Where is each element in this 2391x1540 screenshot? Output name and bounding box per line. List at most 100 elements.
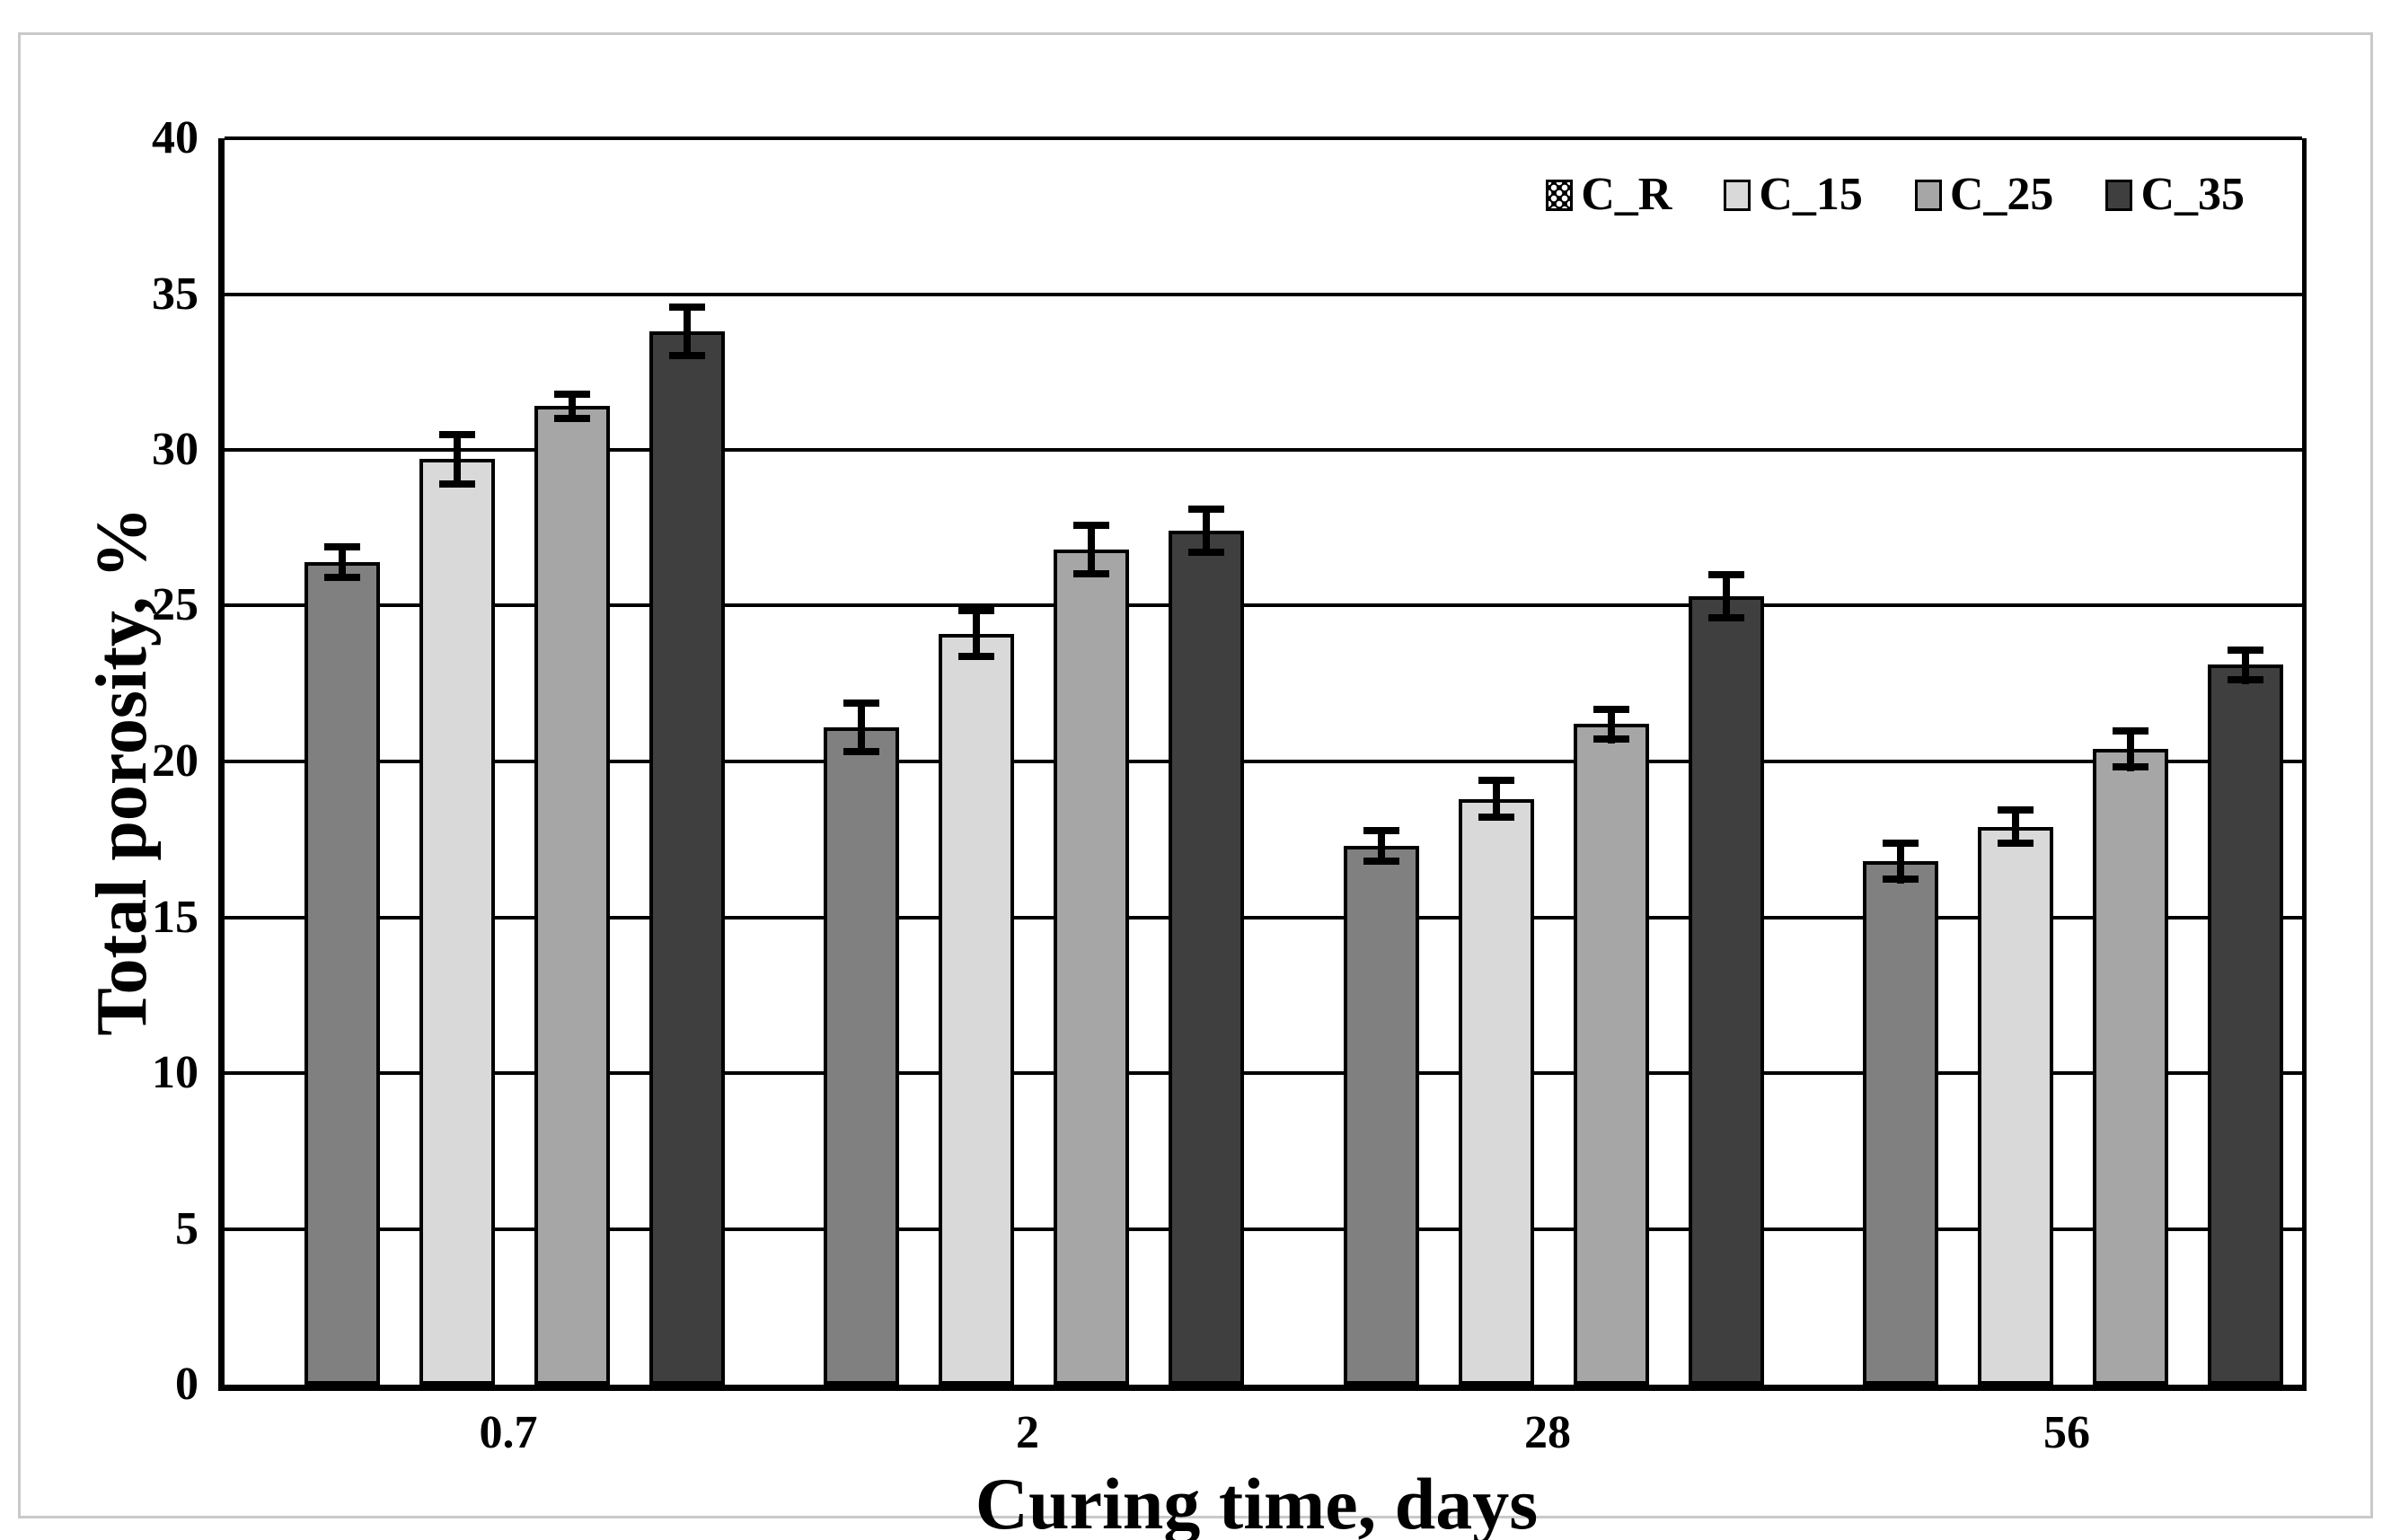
error-bar-cap-top — [1188, 506, 1224, 513]
error-bar-cap-bottom — [1883, 876, 1919, 883]
error-bar-C_25-56d — [2127, 727, 2134, 771]
legend-item-C_R: C_R — [1546, 172, 1672, 218]
error-bar-cap-top — [1998, 806, 2034, 814]
error-bar-C_25-0.7d — [569, 391, 576, 422]
y-tick-label: 5 — [175, 1203, 199, 1254]
legend-item-C_25: C_25 — [1914, 169, 2054, 220]
gridline-y-5 — [225, 1228, 2302, 1231]
error-bar-C_35-2d — [1203, 506, 1210, 556]
error-bar-C_R-28d — [1378, 827, 1385, 865]
figure-frame: Total porosity, % 0 5 10 15 20 25 30 35 40 0.7 2 2… — [18, 32, 2373, 1540]
bar-C_15-28d — [1459, 799, 1534, 1385]
error-bar-cap-bottom — [1363, 858, 1399, 865]
error-bar-cap-bottom — [1593, 735, 1629, 743]
y-tick-label: 0 — [175, 1359, 199, 1410]
y-tick-label: 25 — [152, 579, 199, 630]
bar-C_25-28d — [1574, 724, 1649, 1385]
legend-label-C_15: C_15 — [1759, 169, 1863, 220]
bar-C_35-28d — [1689, 596, 1764, 1385]
error-bar-C_25-2d — [1088, 522, 1095, 577]
error-bar-cap-bottom — [2113, 763, 2148, 770]
error-bar-C_35-0.7d — [684, 304, 691, 359]
gridline-y-25 — [225, 603, 2302, 607]
error-bar-cap-top — [324, 543, 360, 550]
legend-swatch-icon-C_35 — [2105, 179, 2133, 211]
error-bar-cap-bottom — [2228, 676, 2263, 683]
x-tick-label-28: 28 — [1524, 1407, 1571, 1458]
error-bar-cap-top — [439, 431, 475, 438]
legend-label-C_25: C_25 — [1949, 169, 2054, 220]
error-bar-cap-bottom — [669, 352, 705, 359]
error-bar-C_R-56d — [1897, 840, 1904, 884]
legend-label-C_35: C_35 — [2140, 169, 2245, 220]
gridline-y-20 — [225, 760, 2302, 763]
y-tick-label: 15 — [152, 892, 199, 943]
bar-C_15-2d — [939, 634, 1014, 1385]
bar-C_35-56d — [2208, 664, 2283, 1385]
gridline-y-30 — [225, 448, 2302, 452]
x-tick-label-2: 2 — [1016, 1407, 1039, 1458]
bar-C_35-2d — [1169, 531, 1244, 1385]
error-bar-C_R-2d — [858, 700, 865, 755]
error-bar-cap-bottom — [439, 480, 475, 488]
error-bar-cap-bottom — [1073, 570, 1109, 577]
error-bar-cap-bottom — [958, 653, 994, 660]
legend-item-C_15: C_15 — [1724, 172, 1863, 218]
error-bar-C_25-28d — [1608, 706, 1615, 744]
error-bar-cap-top — [1883, 840, 1919, 847]
bar-C_15-0.7d — [419, 459, 495, 1385]
error-bar-cap-top — [554, 391, 590, 398]
error-bar-cap-bottom — [324, 574, 360, 581]
error-bar-C_R-0.7d — [339, 543, 346, 581]
bar-C_25-56d — [2093, 749, 2168, 1385]
x-axis-title: Curing time, days — [975, 1463, 1539, 1540]
error-bar-cap-top — [958, 607, 994, 614]
error-bar-C_15-2d — [973, 607, 980, 660]
x-tick-label-0.7: 0.7 — [479, 1407, 538, 1458]
gridline-y-10 — [225, 1071, 2302, 1075]
bar-C_R-56d — [1863, 861, 1938, 1385]
error-bar-cap-bottom — [1998, 840, 2034, 847]
error-bar-cap-top — [669, 304, 705, 311]
y-tick-label: 20 — [152, 735, 199, 787]
y-tick-label: 10 — [152, 1047, 199, 1098]
bar-C_25-2d — [1054, 550, 1129, 1385]
legend-swatch-icon-C_15 — [1724, 179, 1751, 211]
error-bar-cap-bottom — [1478, 814, 1514, 821]
error-bar-cap-bottom — [554, 415, 590, 422]
error-bar-cap-bottom — [843, 748, 879, 755]
y-tick-label: 35 — [152, 268, 199, 320]
bar-C_35-0.7d — [649, 331, 725, 1385]
chart-legend: C_R C_15 C_25 C_35 — [1546, 172, 2245, 218]
legend-label-C_R: C_R — [1581, 169, 1672, 220]
x-tick-label-56: 56 — [2043, 1407, 2090, 1458]
error-bar-cap-top — [1708, 571, 1744, 578]
bar-C_15-56d — [1978, 827, 2053, 1385]
error-bar-cap-top — [1363, 827, 1399, 834]
error-bar-cap-top — [2228, 647, 2263, 654]
error-bar-C_15-28d — [1493, 777, 1500, 821]
error-bar-C_35-28d — [1723, 571, 1730, 621]
error-bar-cap-top — [2113, 727, 2148, 735]
plot-area — [218, 136, 2307, 1391]
error-bar-cap-top — [1073, 522, 1109, 529]
bar-C_R-28d — [1344, 846, 1419, 1385]
bar-C_R-2d — [824, 727, 899, 1385]
bar-C_R-0.7d — [304, 562, 380, 1385]
error-bar-cap-top — [843, 700, 879, 707]
error-bar-cap-bottom — [1188, 549, 1224, 556]
legend-swatch-icon-C_R — [1546, 179, 1574, 211]
error-bar-cap-top — [1478, 777, 1514, 784]
legend-item-C_35: C_35 — [2105, 172, 2245, 218]
error-bar-C_35-56d — [2242, 647, 2249, 684]
y-tick-label: 30 — [152, 424, 199, 475]
error-bar-cap-top — [1593, 706, 1629, 713]
error-bar-C_15-0.7d — [454, 431, 461, 487]
y-tick-label: 40 — [152, 112, 199, 163]
bar-C_25-0.7d — [534, 406, 610, 1385]
gridline-y-35 — [225, 293, 2302, 296]
legend-swatch-icon-C_25 — [1914, 179, 1942, 211]
error-bar-C_15-56d — [2012, 806, 2019, 847]
gridline-y-15 — [225, 916, 2302, 920]
